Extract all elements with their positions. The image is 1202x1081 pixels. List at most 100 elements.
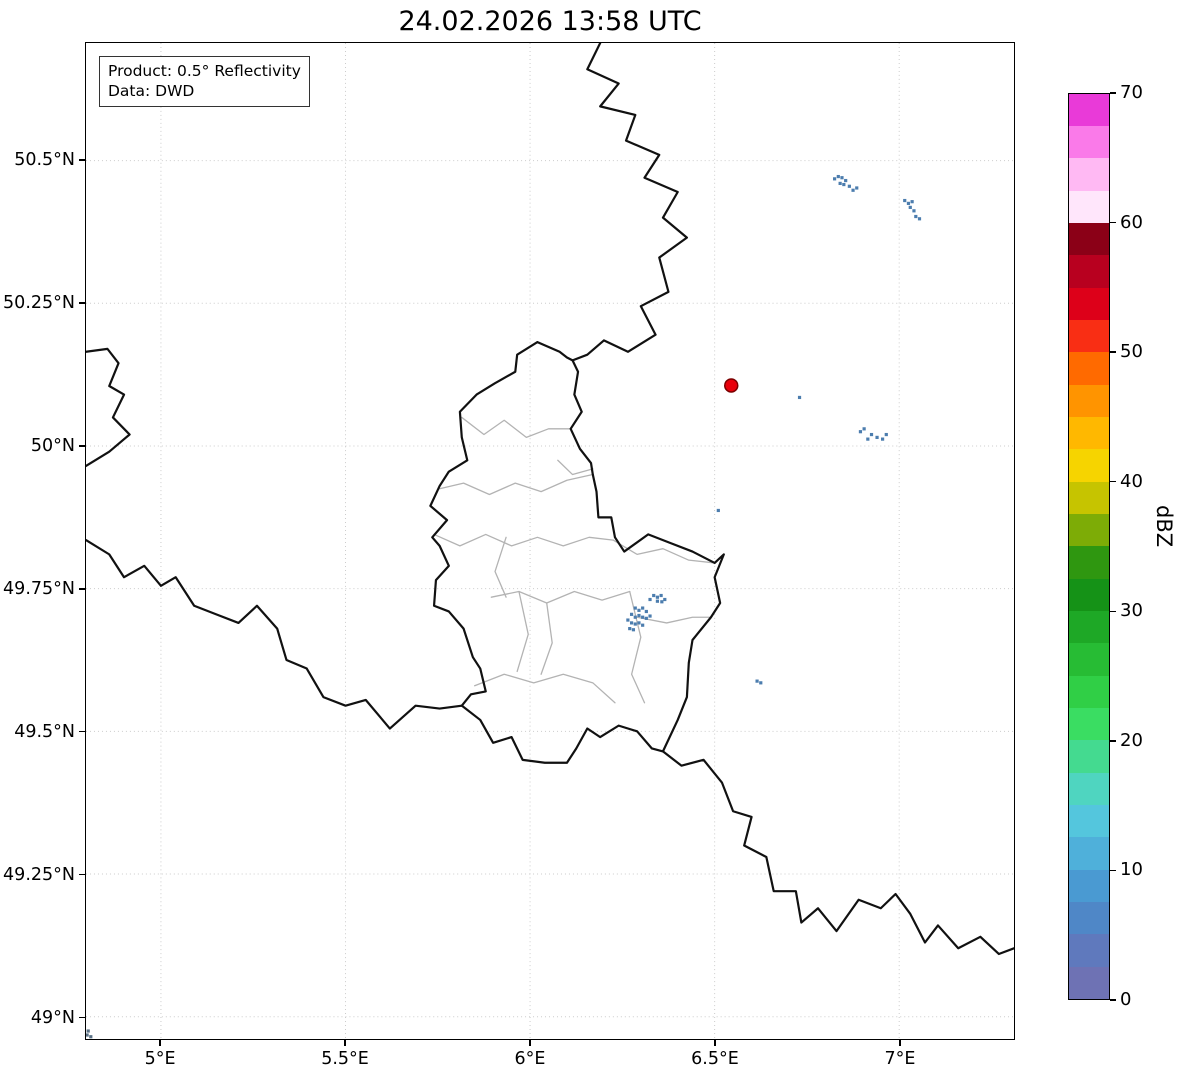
radar-echo-cell <box>906 201 911 205</box>
colorbar-band-16 <box>1069 449 1109 482</box>
colorbar-band-24 <box>1069 190 1109 224</box>
radar-echo-cell <box>759 681 763 685</box>
x-tick-label: 6°E <box>514 1049 546 1069</box>
colorbar-band-13 <box>1069 546 1109 579</box>
radar-echo-cell <box>844 178 848 183</box>
radar-echo-cell <box>716 508 720 513</box>
canton-border <box>636 616 712 624</box>
radar-echo-cell <box>884 432 888 437</box>
radar-echo-cell <box>89 1035 93 1039</box>
x-tick-label: 6.5°E <box>691 1049 739 1069</box>
radar-echo-cell <box>910 200 914 204</box>
y-tick-mark <box>79 302 85 304</box>
colorbar-band-18 <box>1069 384 1109 418</box>
canton-border <box>629 590 646 704</box>
radar-echo-cell <box>842 182 846 187</box>
radar-echo-cell <box>637 608 641 612</box>
radar-echo-cell <box>855 186 859 190</box>
colorbar-band-26 <box>1069 126 1109 159</box>
country-border <box>661 750 1014 956</box>
canton-border <box>540 602 553 675</box>
annotation-source-line: Data: DWD <box>108 82 195 101</box>
radar-echo-cell <box>908 205 912 209</box>
radar-echo-cell <box>633 622 637 626</box>
y-tick-label: 49.25°N <box>3 864 75 885</box>
country-border <box>571 43 689 362</box>
radar-echo-cell <box>833 177 837 181</box>
colorbar-band-15 <box>1069 481 1109 515</box>
radar-site-marker <box>724 378 739 393</box>
annotation-product-line: Product: 0.5° Reflectivity <box>108 62 301 80</box>
colorbar-band-22 <box>1069 255 1109 288</box>
colorbar-band-4 <box>1069 837 1109 870</box>
colorbar-tick-label: 0 <box>1120 989 1132 1010</box>
radar-echo-cell <box>858 430 863 434</box>
x-tick-mark <box>899 1040 901 1046</box>
colorbar-band-6 <box>1069 772 1109 806</box>
colorbar-band-7 <box>1069 740 1109 773</box>
radar-echo-cell <box>626 618 630 622</box>
radar-echo-cell <box>637 613 641 618</box>
canton-border <box>612 539 716 564</box>
x-tick-label: 5.5°E <box>321 1049 369 1069</box>
x-tick-label: 5°E <box>144 1049 176 1069</box>
colorbar-band-10 <box>1069 643 1109 676</box>
colorbar-tick-mark <box>1110 869 1116 872</box>
colorbar-band-23 <box>1069 223 1109 256</box>
canton-border <box>438 473 594 496</box>
radar-echo-cell <box>840 176 844 180</box>
colorbar <box>1068 93 1110 1000</box>
colorbar-tick-label: 50 <box>1120 341 1143 363</box>
x-tick-label: 7°E <box>884 1049 916 1069</box>
canton-border <box>557 459 594 476</box>
x-tick-mark <box>529 1040 531 1046</box>
radar-echo-cell <box>86 1033 89 1037</box>
radar-echo-cell <box>659 593 663 598</box>
radar-echo-cell <box>838 181 842 186</box>
radar-echo-cell <box>644 609 648 614</box>
radar-echo-cell <box>847 184 851 188</box>
colorbar-tick-mark <box>1110 740 1116 742</box>
colorbar-label: dBZ <box>1152 505 1176 548</box>
x-tick-mark <box>159 1040 161 1046</box>
radar-echo-cell <box>644 616 648 620</box>
radar-echo-cell <box>869 432 874 437</box>
radar-echo-cell <box>648 614 652 618</box>
canton-border <box>474 673 616 704</box>
colorbar-band-25 <box>1069 158 1109 191</box>
radar-echo-cell <box>914 214 918 219</box>
radar-echo-cell <box>660 600 664 604</box>
colorbar-tick-mark <box>1110 221 1116 224</box>
radar-echo-cell <box>648 597 652 602</box>
radar-echo-cell <box>912 209 916 213</box>
canton-border <box>490 590 631 604</box>
radar-echo-cell <box>655 595 660 599</box>
radar-echo-cell <box>652 593 656 598</box>
colorbar-tick-mark <box>1110 999 1116 1001</box>
colorbar-tick-mark <box>1110 92 1116 94</box>
radar-echo-cell <box>628 627 632 631</box>
colorbar-band-2 <box>1069 902 1109 935</box>
colorbar-band-0 <box>1069 966 1109 999</box>
colorbar-band-14 <box>1069 514 1109 547</box>
y-tick-mark <box>79 1016 85 1019</box>
y-tick-mark <box>79 159 85 161</box>
radar-echo-cell <box>755 679 759 683</box>
map-canvas <box>86 43 1014 1039</box>
radar-echo-cell <box>797 395 802 400</box>
colorbar-band-1 <box>1069 934 1109 967</box>
colorbar-band-9 <box>1069 675 1109 709</box>
colorbar-band-5 <box>1069 805 1109 838</box>
radar-echo-cell <box>862 427 866 431</box>
figure-title: 24.02.2026 13:58 UTC <box>398 6 702 37</box>
colorbar-band-19 <box>1069 352 1109 385</box>
colorbar-band-12 <box>1069 578 1109 612</box>
y-tick-label: 49.5°N <box>14 721 75 742</box>
y-tick-label: 50.25°N <box>3 292 75 313</box>
product-annotation: Product: 0.5° Reflectivity Data: DWD <box>99 56 310 108</box>
y-tick-label: 49.75°N <box>3 578 75 599</box>
colorbar-tick-mark <box>1110 610 1116 613</box>
country-border <box>86 539 463 730</box>
colorbar-tick-label: 10 <box>1120 859 1143 881</box>
